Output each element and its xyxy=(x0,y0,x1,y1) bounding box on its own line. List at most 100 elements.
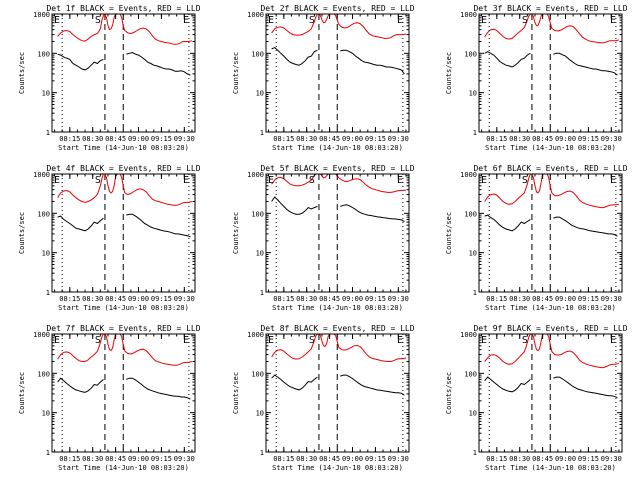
x-tick-label: 08:15 xyxy=(59,455,80,463)
y-tick-label: 1000 xyxy=(33,331,50,339)
x-tick-label: 09:00 xyxy=(342,135,363,143)
events-series-line xyxy=(57,53,104,71)
y-axis-label: Counts/sec xyxy=(18,52,26,94)
y-tick-label: 10 xyxy=(256,90,264,98)
events-series-line xyxy=(553,216,618,237)
x-tick-label: 08:30 xyxy=(82,295,103,303)
x-tick-label: 09:15 xyxy=(365,295,386,303)
marker-label-e: E xyxy=(610,335,616,346)
y-tick-label: 10 xyxy=(469,90,477,98)
x-tick-label: 08:30 xyxy=(509,455,530,463)
y-tick-label: 100 xyxy=(464,50,477,58)
x-tick-label: 09:00 xyxy=(128,455,149,463)
marker-label-e: E xyxy=(610,15,616,26)
y-tick-label: 1 xyxy=(473,129,477,137)
x-tick-label: 09:00 xyxy=(128,295,149,303)
lld-series-line xyxy=(271,13,406,39)
x-tick-label: 09:30 xyxy=(388,295,409,303)
x-tick-label: 09:15 xyxy=(365,455,386,463)
y-tick-label: 10 xyxy=(256,410,264,418)
events-series-line xyxy=(340,374,405,396)
marker-label-e: E xyxy=(268,335,274,346)
y-tick-label: 100 xyxy=(464,210,477,218)
x-tick-label: 09:00 xyxy=(555,295,576,303)
events-series-line xyxy=(553,52,618,76)
panel-title: Det 3f BLACK = Events, RED = LLD xyxy=(473,4,627,13)
panel-9: Det 9f BLACK = Events, RED = LLD E S E 1 10 10… xyxy=(445,324,628,472)
marker-label-e: E xyxy=(397,335,403,346)
x-axis-label: Start Time (14-Jun-10 08:03:20) xyxy=(272,304,403,312)
panel-title: Det 5f BLACK = Events, RED = LLD xyxy=(260,164,414,173)
y-tick-label: 1 xyxy=(473,449,477,457)
events-series-line xyxy=(553,376,618,399)
x-tick-label: 08:45 xyxy=(532,295,553,303)
events-series-line xyxy=(271,374,318,391)
x-tick-label: 08:15 xyxy=(59,135,80,143)
x-tick-label: 08:30 xyxy=(296,455,317,463)
panel-4: Det 4f BLACK = Events, RED = LLD E S E 1 10 10… xyxy=(18,164,201,312)
y-tick-label: 1 xyxy=(260,449,264,457)
x-tick-label: 09:00 xyxy=(555,135,576,143)
x-tick-label: 08:15 xyxy=(59,295,80,303)
x-tick-label: 08:30 xyxy=(509,135,530,143)
y-axis-label: Counts/sec xyxy=(445,372,453,414)
x-tick-label: 09:15 xyxy=(578,135,599,143)
x-tick-label: 09:30 xyxy=(174,135,195,143)
events-series-line xyxy=(484,214,531,232)
marker-label-e: E xyxy=(610,175,616,186)
lld-series-line xyxy=(57,13,193,45)
x-tick-label: 08:30 xyxy=(296,135,317,143)
x-axis-label: Start Time (14-Jun-10 08:03:20) xyxy=(272,464,403,472)
y-axis-label: Counts/sec xyxy=(18,212,26,254)
marker-label-e: E xyxy=(54,335,60,346)
x-tick-label: 08:45 xyxy=(105,295,126,303)
marker-label-e: E xyxy=(397,175,403,186)
marker-label-s: S xyxy=(309,175,315,186)
panel-title: Det 7f BLACK = Events, RED = LLD xyxy=(46,324,200,333)
y-tick-label: 10 xyxy=(42,250,50,258)
events-series-line xyxy=(484,51,531,68)
x-tick-label: 09:30 xyxy=(388,455,409,463)
x-tick-label: 09:00 xyxy=(342,455,363,463)
x-tick-label: 09:30 xyxy=(601,295,622,303)
x-tick-label: 09:15 xyxy=(151,135,172,143)
marker-label-s: S xyxy=(522,175,528,186)
x-axis-label: Start Time (14-Jun-10 08:03:20) xyxy=(58,464,189,472)
panel-1: Det 1f BLACK = Events, RED = LLD E S E 1 10 10… xyxy=(18,4,201,152)
marker-label-e: E xyxy=(183,335,189,346)
y-tick-label: 1000 xyxy=(33,11,50,19)
lld-series-line xyxy=(57,173,193,206)
events-series-line xyxy=(271,47,318,66)
events-series-line xyxy=(57,215,104,232)
y-tick-label: 100 xyxy=(251,370,264,378)
y-axis-label: Counts/sec xyxy=(18,372,26,414)
marker-label-e: E xyxy=(481,15,487,26)
y-tick-label: 10 xyxy=(256,250,264,258)
marker-label-s: S xyxy=(309,15,315,26)
x-tick-label: 08:15 xyxy=(486,295,507,303)
x-tick-label: 09:30 xyxy=(388,135,409,143)
x-tick-label: 08:45 xyxy=(105,135,126,143)
marker-label-e: E xyxy=(397,15,403,26)
y-tick-label: 1000 xyxy=(247,331,264,339)
marker-label-e: E xyxy=(268,175,274,186)
x-tick-label: 09:15 xyxy=(151,455,172,463)
y-tick-label: 10 xyxy=(469,410,477,418)
x-tick-label: 08:30 xyxy=(509,295,530,303)
y-tick-label: 100 xyxy=(251,210,264,218)
y-tick-label: 100 xyxy=(37,210,50,218)
x-tick-label: 08:45 xyxy=(319,295,340,303)
x-tick-label: 08:15 xyxy=(486,455,507,463)
events-series-line xyxy=(57,377,104,393)
y-tick-label: 1000 xyxy=(460,171,477,179)
panel-title: Det 4f BLACK = Events, RED = LLD xyxy=(46,164,200,173)
y-axis-label: Counts/sec xyxy=(445,212,453,254)
x-axis-label: Start Time (14-Jun-10 08:03:20) xyxy=(58,144,189,152)
x-tick-label: 09:15 xyxy=(578,455,599,463)
panel-title: Det 2f BLACK = Events, RED = LLD xyxy=(260,4,414,13)
y-tick-label: 100 xyxy=(37,50,50,58)
y-tick-label: 1 xyxy=(260,129,264,137)
lld-series-line xyxy=(271,173,406,193)
lld-series-line xyxy=(484,13,620,44)
